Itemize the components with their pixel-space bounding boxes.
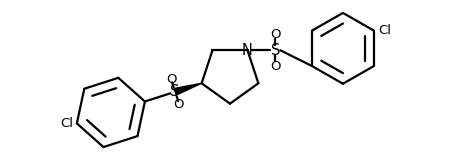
Text: O: O xyxy=(269,60,280,73)
Text: S: S xyxy=(270,43,280,58)
Text: Cl: Cl xyxy=(60,117,73,130)
Text: N: N xyxy=(241,43,252,58)
Text: S: S xyxy=(170,84,179,99)
Text: O: O xyxy=(269,28,280,41)
Text: Cl: Cl xyxy=(377,24,390,37)
Text: O: O xyxy=(166,73,177,86)
Text: O: O xyxy=(173,98,184,111)
Polygon shape xyxy=(174,83,201,95)
